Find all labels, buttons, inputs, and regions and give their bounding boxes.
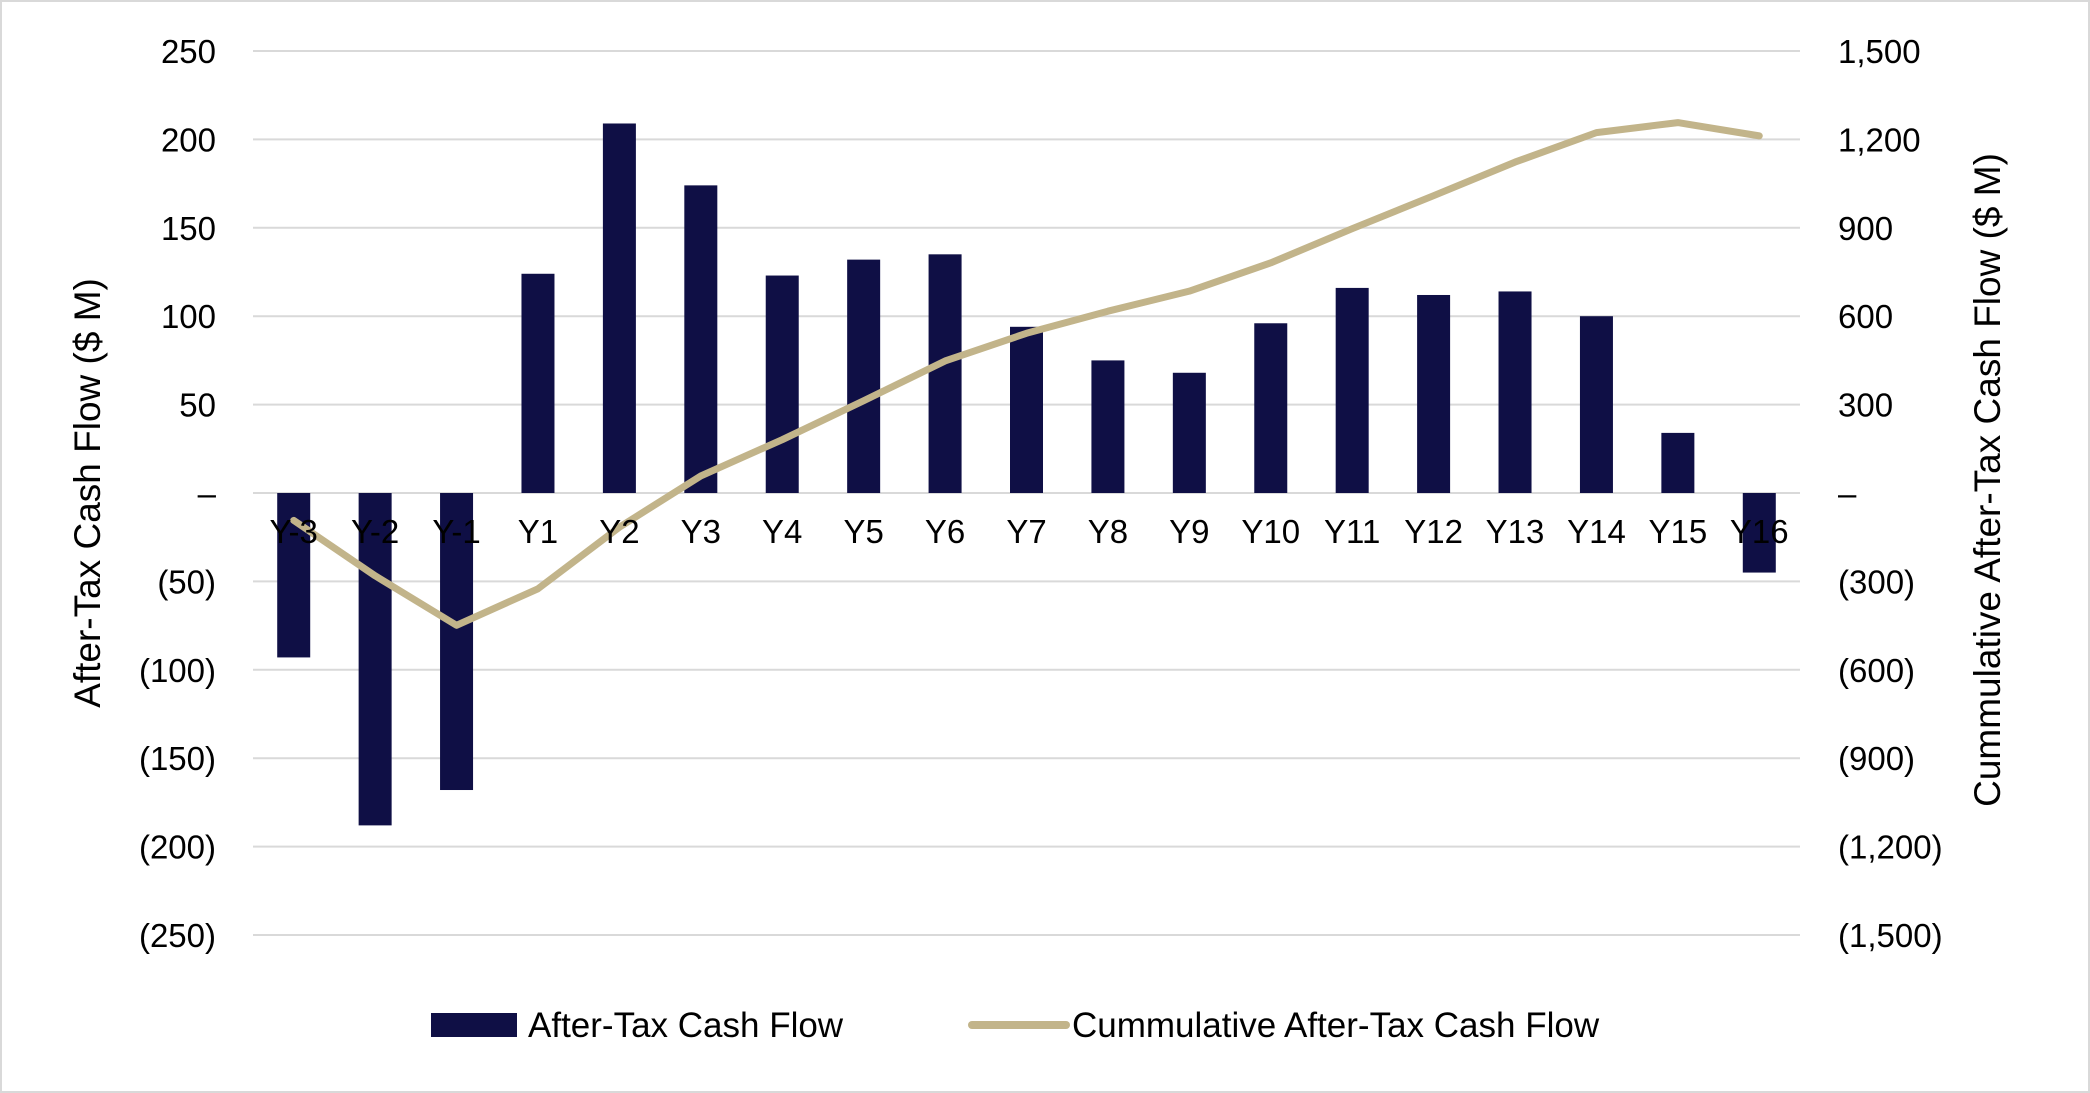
bar-Y16: [1742, 493, 1776, 573]
category-label: Y14: [1567, 513, 1626, 550]
left-tick-label: 250: [161, 33, 216, 70]
left-tick-label: (50): [157, 563, 216, 600]
right-tick-label: (1,500): [1838, 917, 1943, 954]
left-axis-title: After-Tax Cash Flow ($ M): [67, 278, 108, 708]
category-label: Y-3: [270, 513, 318, 550]
right-axis-title: Cummulative After-Tax Cash Flow ($ M): [1967, 153, 2008, 807]
category-label: Y1: [518, 513, 558, 550]
right-tick-label: (900): [1838, 740, 1915, 777]
right-tick-label: 300: [1838, 387, 1893, 424]
legend-item-line: Cummulative After-Tax Cash Flow: [968, 1006, 1600, 1045]
bar-Y7: [1010, 326, 1043, 493]
category-label: Y-2: [351, 513, 399, 550]
legend: After-Tax Cash Flow Cummulative After-Ta…: [431, 1006, 1600, 1045]
bar-Y-2: [358, 493, 392, 826]
category-label: Y9: [1169, 513, 1209, 550]
bar-Y15: [1661, 432, 1695, 493]
right-tick-label: 900: [1838, 210, 1893, 247]
legend-bar-label: After-Tax Cash Flow: [528, 1006, 844, 1045]
left-tick-label: 50: [179, 387, 216, 424]
line-series: [290, 119, 1763, 629]
category-label: Y-1: [432, 513, 480, 550]
category-label: Y16: [1730, 513, 1789, 550]
bar-Y10: [1254, 323, 1288, 493]
left-tick-label: –: [198, 475, 217, 512]
bar-series: [277, 123, 1776, 826]
bar-Y2: [602, 123, 636, 493]
bar-Y9: [1172, 372, 1206, 493]
legend-line-label: Cummulative After-Tax Cash Flow: [1072, 1006, 1600, 1045]
legend-item-bars: After-Tax Cash Flow: [431, 1006, 844, 1045]
category-label: Y4: [762, 513, 802, 550]
bar-Y6: [928, 254, 962, 493]
bar-Y11: [1335, 287, 1369, 493]
category-label: Y13: [1486, 513, 1545, 550]
bar-Y4: [765, 275, 799, 493]
category-label: Y11: [1324, 513, 1380, 550]
left-tick-label: (200): [139, 829, 216, 866]
right-tick-label: 1,500: [1838, 33, 1921, 70]
left-axis-ticks: 250 200 150 100 50 – (50) (100) (150) (200) (250): [139, 33, 217, 954]
category-label: Y12: [1404, 513, 1463, 550]
category-label: Y10: [1241, 513, 1300, 550]
category-label: Y7: [1006, 513, 1046, 550]
gridlines: [253, 50, 1800, 936]
right-tick-label: –: [1838, 475, 1857, 512]
bar-Y12: [1417, 294, 1451, 493]
category-label: Y5: [843, 513, 883, 550]
cumulative-line: [290, 119, 1763, 629]
left-tick-label: 150: [161, 210, 216, 247]
category-labels: Y-3 Y-2 Y-1 Y1 Y2 Y3 Y4 Y5 Y6 Y7 Y8 Y9 Y10 Y11 Y12 Y13 Y…: [270, 513, 1789, 550]
category-label: Y2: [599, 513, 639, 550]
left-tick-label: 100: [161, 298, 216, 335]
right-tick-label: 1,200: [1838, 121, 1921, 158]
bar-Y8: [1091, 360, 1125, 493]
right-tick-label: (600): [1838, 652, 1915, 689]
left-tick-label: 200: [161, 121, 216, 158]
category-label: Y15: [1649, 513, 1708, 550]
bar-Y1: [521, 273, 555, 493]
bar-Y14: [1579, 316, 1613, 493]
bar-Y3: [684, 185, 718, 494]
right-tick-label: 600: [1838, 298, 1893, 335]
left-tick-label: (250): [139, 917, 216, 954]
left-tick-label: (100): [139, 652, 216, 689]
right-tick-label: (1,200): [1838, 829, 1943, 866]
right-axis-ticks: 1,500 1,200 900 600 300 – (300) (600) (900) (1,20…: [1838, 33, 1943, 954]
category-label: Y3: [681, 513, 721, 550]
right-tick-label: (300): [1838, 563, 1915, 600]
bar-Y-1: [440, 493, 474, 791]
category-label: Y6: [925, 513, 965, 550]
left-tick-label: (150): [139, 740, 216, 777]
bar-Y5: [847, 259, 881, 493]
category-label: Y8: [1088, 513, 1128, 550]
legend-bar-swatch: [431, 1013, 517, 1037]
bar-Y13: [1498, 291, 1532, 493]
